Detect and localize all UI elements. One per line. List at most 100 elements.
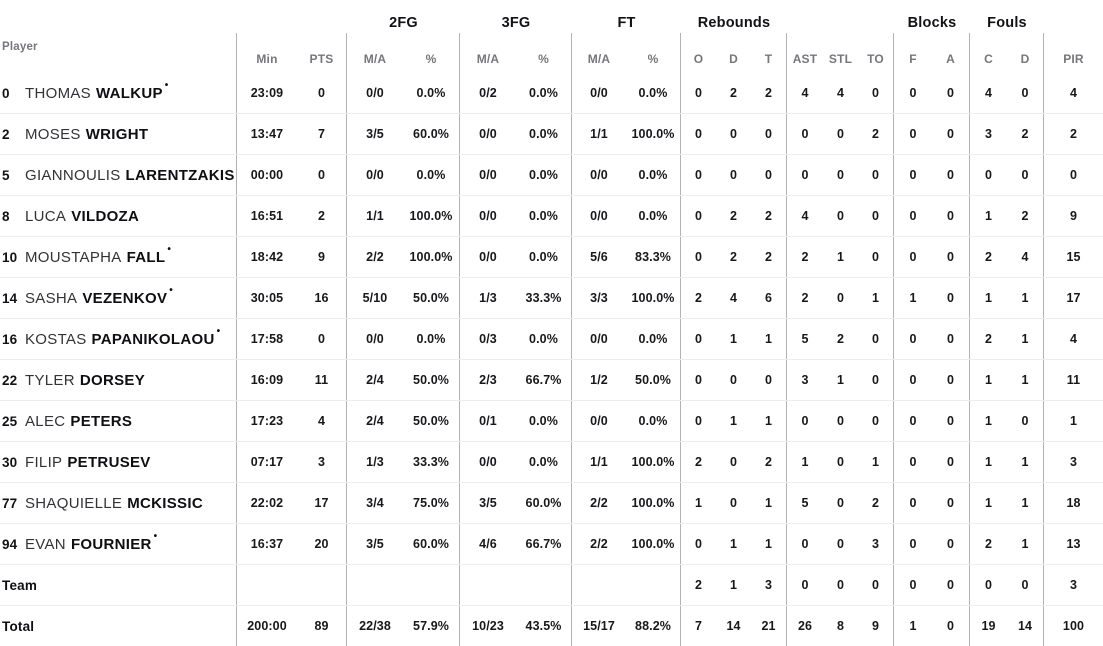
stat-cell: 1: [984, 209, 993, 223]
stat-cell: 0: [801, 578, 809, 592]
group-header-spacer: [787, 0, 894, 33]
stat-cell: 2: [751, 196, 787, 236]
player-cell[interactable]: 30 FILIP PETRUSEV: [0, 442, 237, 482]
player-cell[interactable]: 10 MOUSTAPHA FALL •: [0, 237, 237, 277]
stat-cell: 0: [801, 168, 809, 182]
group-header-ft: FT: [617, 15, 636, 31]
stat-cell: 07:17: [250, 455, 284, 469]
stat-cell: 0: [801, 414, 809, 428]
stat-cell: 0.0%: [403, 155, 460, 195]
table-row: 94 EVAN FOURNIER • 16:37 20 3/5 60.0% 4/6 66.7% 2/…: [0, 524, 1103, 565]
stat-cell: 0/2: [479, 86, 497, 100]
stat-cell: 0: [932, 237, 970, 277]
column-header-ast: AST: [792, 52, 818, 66]
stat-cell: 0.0%: [403, 319, 460, 359]
player-cell[interactable]: 5 GIANNOULIS LARENTZAKIS: [0, 155, 237, 195]
group-header-3fg: 3FG: [501, 15, 531, 31]
stat-cell: 0: [694, 414, 703, 428]
stat-cell: 75.0%: [403, 483, 460, 523]
stat-cell: 89: [297, 606, 347, 646]
stat-cell: 4: [1069, 332, 1078, 346]
stat-cell: 0/0: [590, 414, 608, 428]
stat-cell: 2/2: [590, 496, 608, 510]
stat-cell: 43.5%: [516, 606, 572, 646]
starter-mark-icon: •: [153, 531, 158, 542]
stat-cell: 4: [1007, 237, 1044, 277]
stat-cell: 17: [297, 483, 347, 523]
group-header-fouls: Fouls: [987, 15, 1027, 31]
stat-cell: 2: [729, 209, 738, 223]
stat-cell: 0/0: [479, 455, 497, 469]
table-row: Total 200:00 89 22/38 57.9% 10/23 43.5% 15/17 88…: [0, 606, 1103, 646]
stat-cell: 0: [932, 73, 970, 113]
stat-cell: 13:47: [250, 127, 284, 141]
stat-cell: 50.0%: [626, 360, 681, 400]
player-first-name: KOSTAS: [25, 330, 87, 348]
stat-cell: 0.0%: [626, 73, 681, 113]
stat-cell: 2/2: [366, 250, 384, 264]
stat-cell: 17:23: [250, 414, 284, 428]
player-cell[interactable]: 0 THOMAS WALKUP •: [0, 73, 237, 113]
stat-cell: 60.0%: [403, 524, 460, 564]
stat-cell: 5: [801, 332, 809, 346]
player-last-name: WRIGHT: [85, 125, 149, 143]
stat-cell: 4: [297, 401, 347, 441]
stat-cell: 1: [751, 524, 787, 564]
stat-cell: 0.0%: [516, 155, 572, 195]
stat-cell: 0.0%: [626, 319, 681, 359]
stat-cell: [572, 565, 626, 605]
player-last-name: FALL: [126, 248, 166, 266]
stat-cell: 0.0%: [516, 73, 572, 113]
stat-cell: 0: [729, 496, 738, 510]
player-cell[interactable]: 77 SHAQUIELLE MCKISSIC: [0, 483, 237, 523]
stat-cell: 0: [694, 537, 703, 551]
stat-cell: 0: [836, 127, 845, 141]
player-last-name: MCKISSIC: [127, 494, 203, 512]
stat-cell: 1: [751, 401, 787, 441]
stat-cell: 8: [836, 619, 845, 633]
stat-cell: 0.0%: [516, 114, 572, 154]
table-row: 22 TYLER DORSEY 16:09 11 2/4 50.0% 2/3 66.7% 1/2 5…: [0, 360, 1103, 401]
player-last-name: VILDOZA: [71, 207, 140, 225]
stat-cell: 1: [909, 619, 917, 633]
player-cell[interactable]: 14 SASHA VEZENKOV •: [0, 278, 237, 318]
stat-cell: 1: [801, 455, 809, 469]
stat-cell: 0: [729, 127, 738, 141]
player-cell[interactable]: 16 KOSTAS PAPANIKOLAOU •: [0, 319, 237, 359]
player-cell[interactable]: 8 LUCA VILDOZA: [0, 196, 237, 236]
stat-cell: 9: [297, 237, 347, 277]
stat-cell: 0.0%: [626, 401, 681, 441]
stat-cell: 3/3: [590, 291, 608, 305]
stat-cell: 0: [932, 155, 970, 195]
starter-mark-icon: •: [164, 80, 169, 91]
stat-cell: 15: [1066, 250, 1081, 264]
stat-cell: 0: [694, 127, 703, 141]
player-cell[interactable]: 22 TYLER DORSEY: [0, 360, 237, 400]
player-first-name: TYLER: [25, 371, 75, 389]
table-row: 10 MOUSTAPHA FALL • 18:42 9 2/2 100.0% 0/0 0.0% 5/…: [0, 237, 1103, 278]
stat-cell: 0: [1007, 155, 1044, 195]
stat-cell: 0/0: [479, 168, 497, 182]
stat-cell: 0: [909, 537, 917, 551]
stat-cell: 11: [297, 360, 347, 400]
player-cell[interactable]: 2 MOSES WRIGHT: [0, 114, 237, 154]
stat-cell: 17: [1066, 291, 1081, 305]
stat-cell: 100.0%: [626, 114, 681, 154]
player-cell[interactable]: 94 EVAN FOURNIER •: [0, 524, 237, 564]
player-last-name: LARENTZAKIS: [125, 166, 235, 184]
player-last-name: FOURNIER: [70, 535, 152, 553]
stat-cell: 18:42: [250, 250, 284, 264]
stat-cell: 5/6: [590, 250, 608, 264]
player-first-name: LUCA: [25, 207, 67, 225]
table-row: 14 SASHA VEZENKOV • 30:05 16 5/10 50.0% 1/3 33.3%…: [0, 278, 1103, 319]
column-header-to: TO: [858, 33, 894, 73]
stat-cell: 100.0%: [403, 196, 460, 236]
player-cell[interactable]: 25 ALEC PETERS: [0, 401, 237, 441]
stat-cell: 0: [932, 319, 970, 359]
stat-cell: 5/10: [362, 291, 388, 305]
player-number: 14: [2, 290, 18, 306]
stat-cell: 2: [984, 250, 993, 264]
row-label: Team: [2, 577, 38, 593]
stat-cell: 0: [694, 86, 703, 100]
stat-cell: 0/0: [479, 127, 497, 141]
